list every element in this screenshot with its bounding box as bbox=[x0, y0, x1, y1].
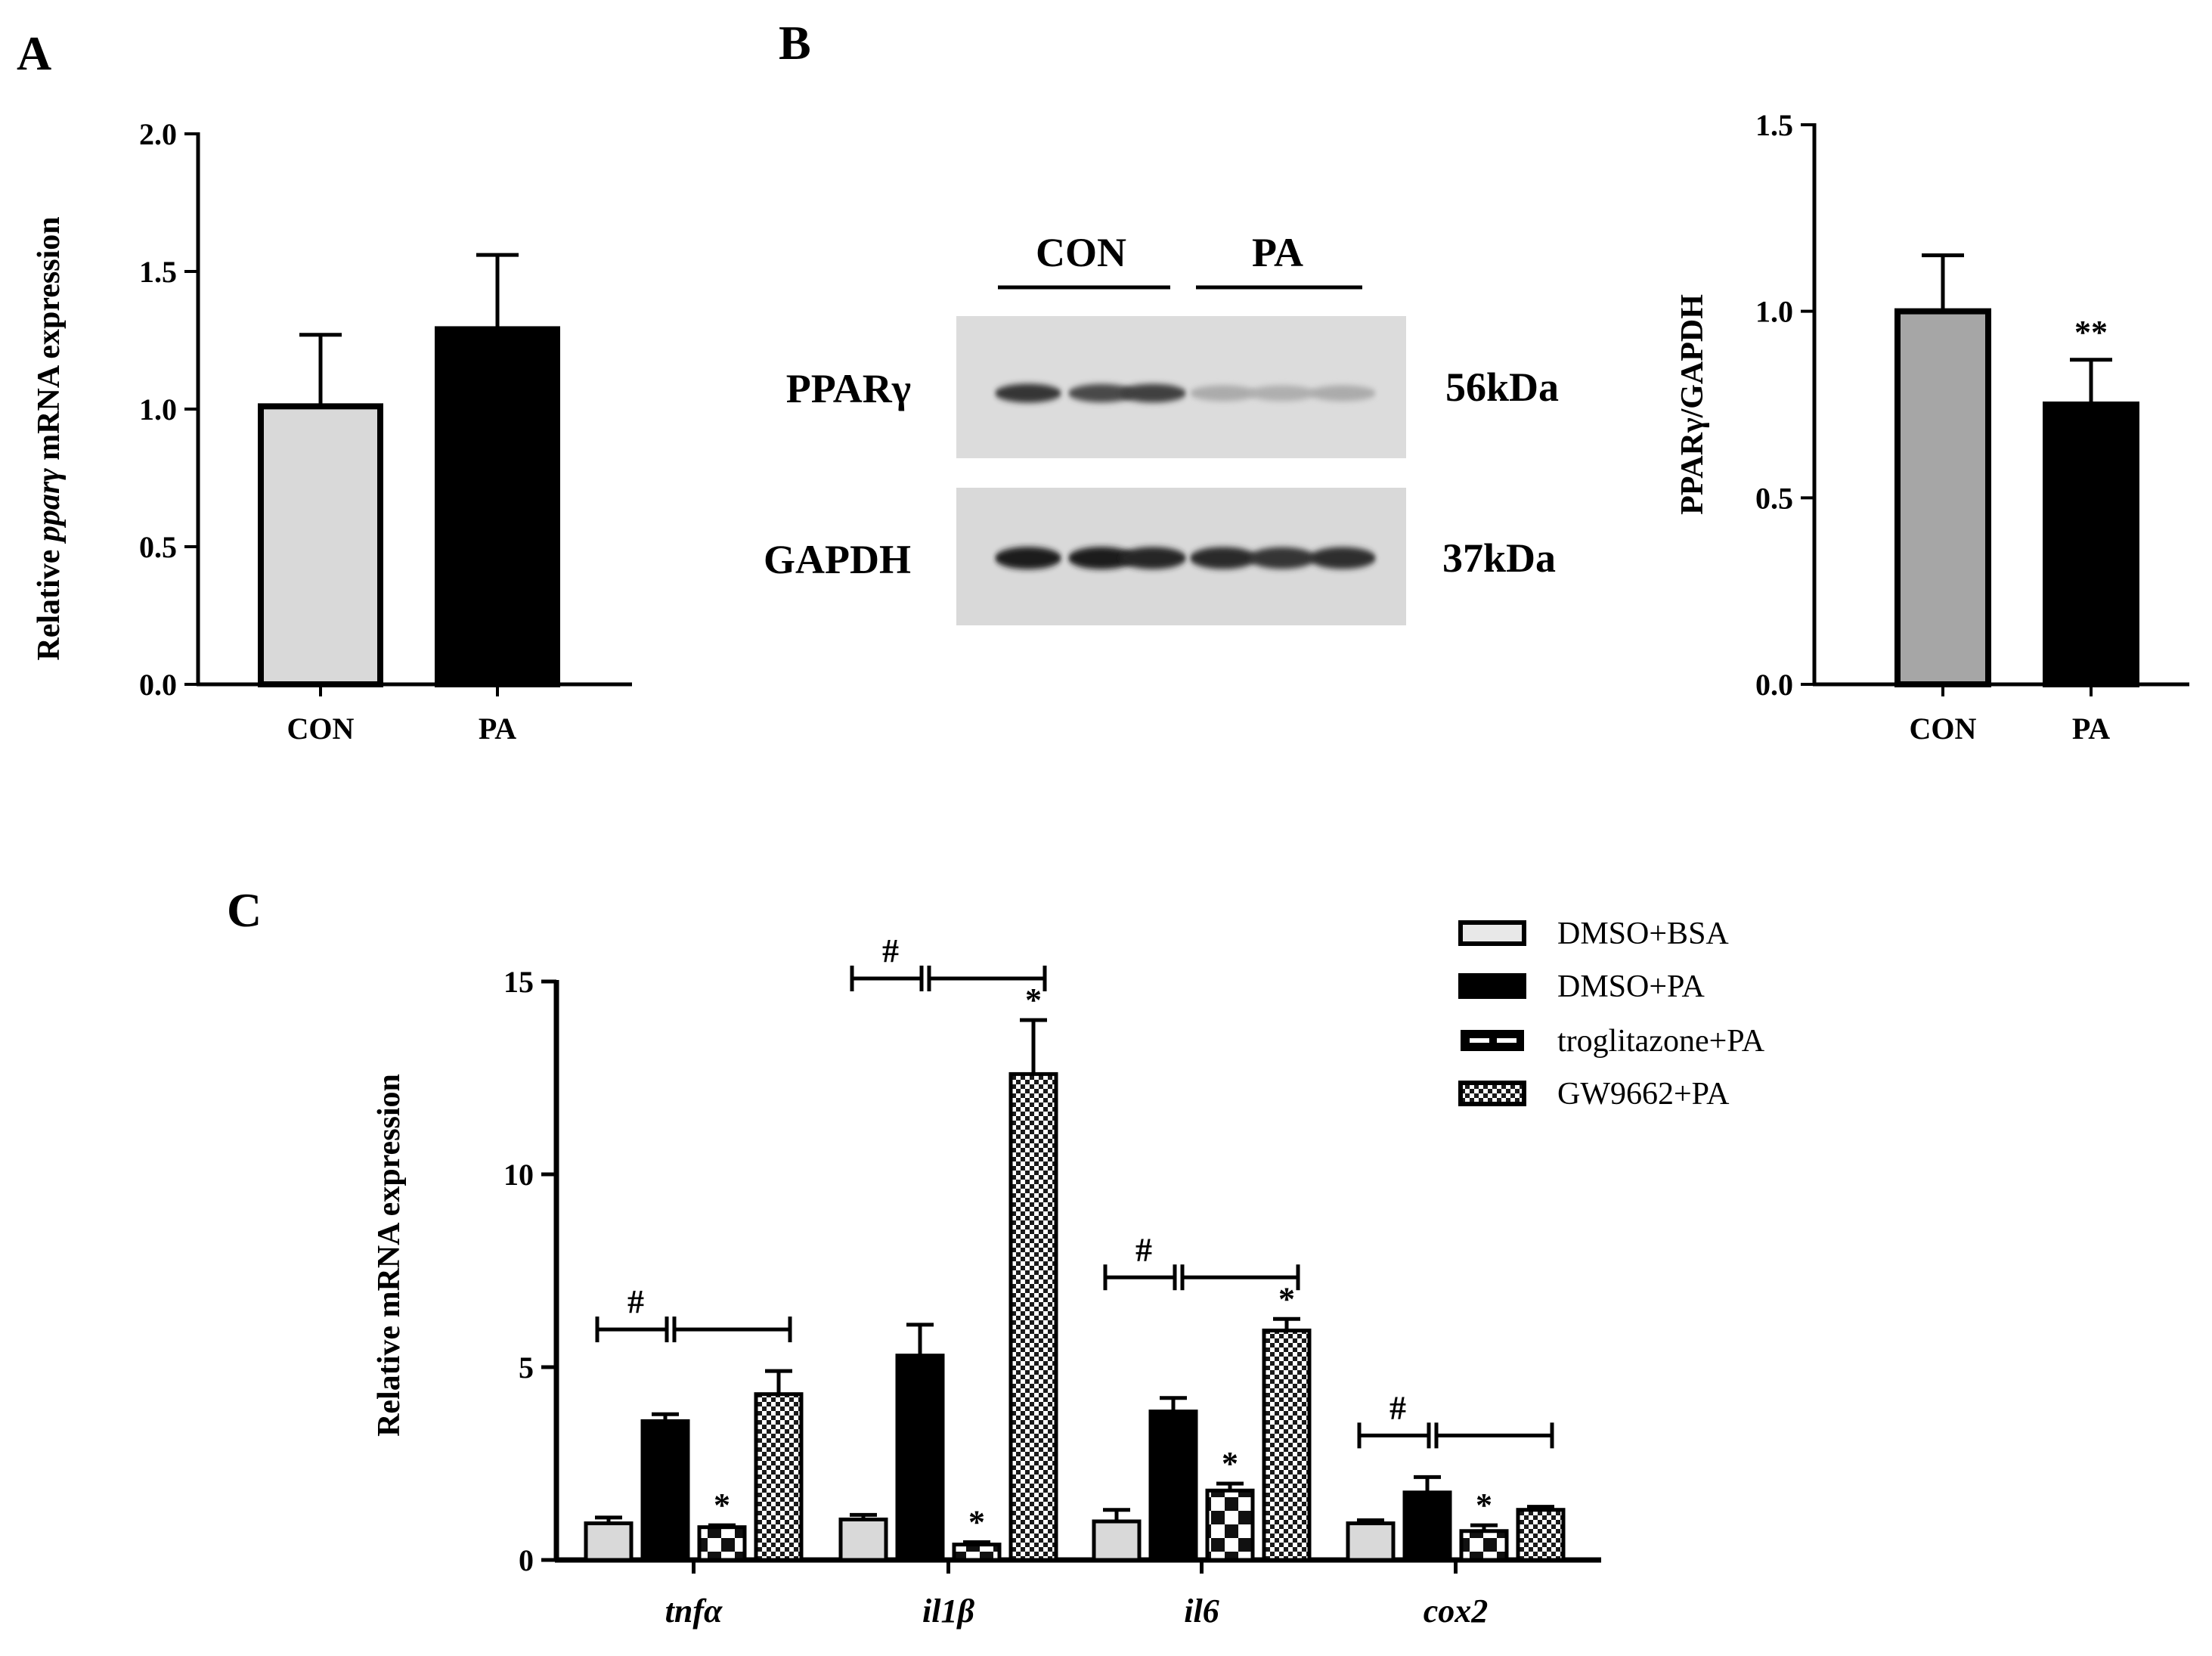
blot-band-gapdh-lane-6 bbox=[1309, 547, 1376, 569]
legend-swatch-dmso-pa bbox=[1458, 973, 1526, 999]
chart-a-y-tick-label: 0.0 bbox=[139, 668, 177, 702]
chart-b-x-tick-label: CON bbox=[1910, 712, 1977, 746]
legend-label-troglitazone-pa: troglitazone+PA bbox=[1557, 1024, 1765, 1059]
chart-c-bar-dmso-pa-il1b bbox=[895, 1354, 945, 1562]
chart-c-bar-gw9662-pa-il1b bbox=[1008, 1071, 1058, 1562]
chart-c: 0 5 10 15 * tnfα # * * il1β # * * il6 # * cox2 # bbox=[503, 932, 1601, 1630]
blot-bands bbox=[995, 383, 1376, 569]
chart-b-bar-con bbox=[1894, 308, 1991, 687]
chart-a-bar-pa bbox=[435, 326, 560, 687]
chart-c-x-tick-label-tnfa: tnfα bbox=[665, 1592, 723, 1630]
panel-letter-b: B bbox=[779, 16, 811, 70]
chart-c-group-significance-mark: # bbox=[627, 1283, 644, 1320]
chart-c-x-tick-label-il6: il6 bbox=[1184, 1592, 1219, 1630]
blot-size-label-gapdh: 37kDa bbox=[1442, 535, 1556, 581]
blot-band-ppar-lane-5 bbox=[1249, 385, 1315, 402]
chart-c-bar-gw9662-pa-il6 bbox=[1262, 1329, 1312, 1562]
chart-b-y-tick-label: 0.0 bbox=[1755, 668, 1793, 702]
blot-group-label-con: CON bbox=[1036, 230, 1126, 275]
chart-c-bar-troglitazone-pa-il1b bbox=[952, 1543, 1002, 1562]
chart-a-x-tick-label: CON bbox=[287, 712, 355, 746]
chart-b-bar-pa bbox=[2043, 402, 2139, 687]
chart-c-y-tick-label: 15 bbox=[503, 965, 534, 999]
legend-label-dmso-pa: DMSO+PA bbox=[1557, 969, 1705, 1004]
legend-swatch-troglitazone-pa-dash-1 bbox=[1470, 1038, 1489, 1043]
chart-c-group-significance-mark: # bbox=[1389, 1389, 1406, 1426]
chart-c-bar-troglitazone-pa-tnfa bbox=[697, 1525, 747, 1562]
chart-c-bar-dmso-bsa-cox2 bbox=[1346, 1521, 1396, 1562]
chart-a-y-tick-label: 2.0 bbox=[139, 117, 177, 151]
chart-b-significance-label: ** bbox=[2074, 314, 2108, 351]
chart-a-bar-con bbox=[258, 403, 383, 687]
chart-c-bar-dmso-bsa-il1b bbox=[838, 1517, 888, 1562]
chart-c-y-tick-label: 10 bbox=[503, 1158, 534, 1192]
chart-b-y-tick-label: 1.5 bbox=[1755, 108, 1793, 142]
legend-swatch-troglitazone-pa-dash-2 bbox=[1497, 1038, 1516, 1043]
blot-band-gapdh-lane-4 bbox=[1190, 547, 1256, 569]
chart-c-x-tick-label-il1b: il1β bbox=[922, 1592, 974, 1630]
chart-c-significance-star: * bbox=[1278, 1280, 1295, 1317]
blot-band-ppar-lane-1 bbox=[995, 383, 1061, 403]
chart-a-y-axis-title: Relative pparγ mRNA expression bbox=[32, 216, 67, 660]
chart-a-x-tick-label: PA bbox=[479, 712, 516, 746]
blot-band-gapdh-lane-2 bbox=[1068, 547, 1135, 569]
chart-c-group-significance-mark: # bbox=[882, 932, 899, 969]
legend-label-dmso-bsa: DMSO+BSA bbox=[1557, 916, 1729, 951]
chart-a-y-tick-label: 1.0 bbox=[139, 392, 177, 426]
chart-c-significance-star: * bbox=[714, 1487, 730, 1524]
blot-band-ppar-lane-6 bbox=[1309, 385, 1376, 402]
chart-c-bar-dmso-pa-il6 bbox=[1148, 1409, 1198, 1562]
legend-swatch-gw9662-pa bbox=[1458, 1081, 1526, 1106]
chart-c-y-tick-label: 5 bbox=[519, 1351, 534, 1385]
chart-b-y-tick-label: 0.5 bbox=[1755, 481, 1793, 515]
western-blot: CON PA PPARγ GAPDH 56kDa 37kDa bbox=[764, 230, 1559, 625]
blot-size-label-ppar: 56kDa bbox=[1445, 364, 1559, 410]
chart-b-y-axis-title: PPARγ/GAPDH bbox=[1675, 294, 1710, 515]
chart-c-bar-troglitazone-pa-cox2 bbox=[1459, 1529, 1509, 1562]
chart-a-y-tick-label: 0.5 bbox=[139, 530, 177, 564]
chart-c-group-significance-mark: # bbox=[1135, 1231, 1152, 1268]
chart-c-significance-star: * bbox=[1025, 982, 1042, 1019]
chart-c-y-tick-label: 0 bbox=[519, 1543, 534, 1577]
chart-b: 0.0 0.5 1.0 1.5 CON PA ** bbox=[1755, 108, 2189, 746]
chart-c-significance-star: * bbox=[1476, 1487, 1492, 1524]
panel-letter-c: C bbox=[227, 883, 262, 937]
chart-b-x-tick-label: PA bbox=[2072, 712, 2110, 746]
chart-a-y-tick-label: 1.5 bbox=[139, 255, 177, 289]
chart-a: 0.0 0.5 1.0 1.5 2.0 CON PA bbox=[139, 117, 632, 746]
chart-c-x-tick-label-cox2: cox2 bbox=[1424, 1592, 1489, 1630]
blot-band-gapdh-lane-5 bbox=[1249, 547, 1315, 569]
blot-band-ppar-lane-4 bbox=[1190, 385, 1256, 402]
chart-c-legend: DMSO+BSA DMSO+PA troglitazone+PA GW9662+… bbox=[1458, 916, 1765, 1112]
chart-c-y-axis-title: Relative mRNA expression bbox=[372, 1074, 407, 1437]
chart-c-bar-dmso-bsa-il6 bbox=[1092, 1519, 1142, 1562]
chart-c-bar-gw9662-pa-cox2 bbox=[1516, 1508, 1566, 1562]
chart-c-bar-dmso-bsa-tnfa bbox=[584, 1521, 634, 1562]
blot-band-ppar-lane-3 bbox=[1120, 383, 1186, 403]
blot-band-ppar-lane-2 bbox=[1068, 383, 1135, 403]
legend-swatch-dmso-bsa bbox=[1458, 920, 1526, 946]
chart-c-bar-dmso-pa-cox2 bbox=[1402, 1490, 1452, 1562]
blot-protein-label-gapdh: GAPDH bbox=[764, 537, 911, 582]
panel-letter-a: A bbox=[17, 26, 51, 80]
chart-c-bar-dmso-pa-tnfa bbox=[640, 1419, 690, 1562]
blot-group-label-pa: PA bbox=[1252, 230, 1303, 275]
chart-c-significance-star: * bbox=[968, 1504, 985, 1541]
blot-band-gapdh-lane-1 bbox=[995, 547, 1061, 569]
chart-b-y-tick-label: 1.0 bbox=[1755, 295, 1793, 329]
blot-band-gapdh-lane-3 bbox=[1120, 547, 1186, 569]
chart-c-significance-star: * bbox=[1222, 1445, 1238, 1482]
blot-protein-label-ppar: PPARγ bbox=[786, 366, 911, 411]
legend-label-gw9662-pa: GW9662+PA bbox=[1557, 1077, 1730, 1112]
chart-c-bar-troglitazone-pa-il6 bbox=[1205, 1488, 1255, 1562]
chart-c-bar-gw9662-pa-tnfa bbox=[754, 1392, 804, 1562]
